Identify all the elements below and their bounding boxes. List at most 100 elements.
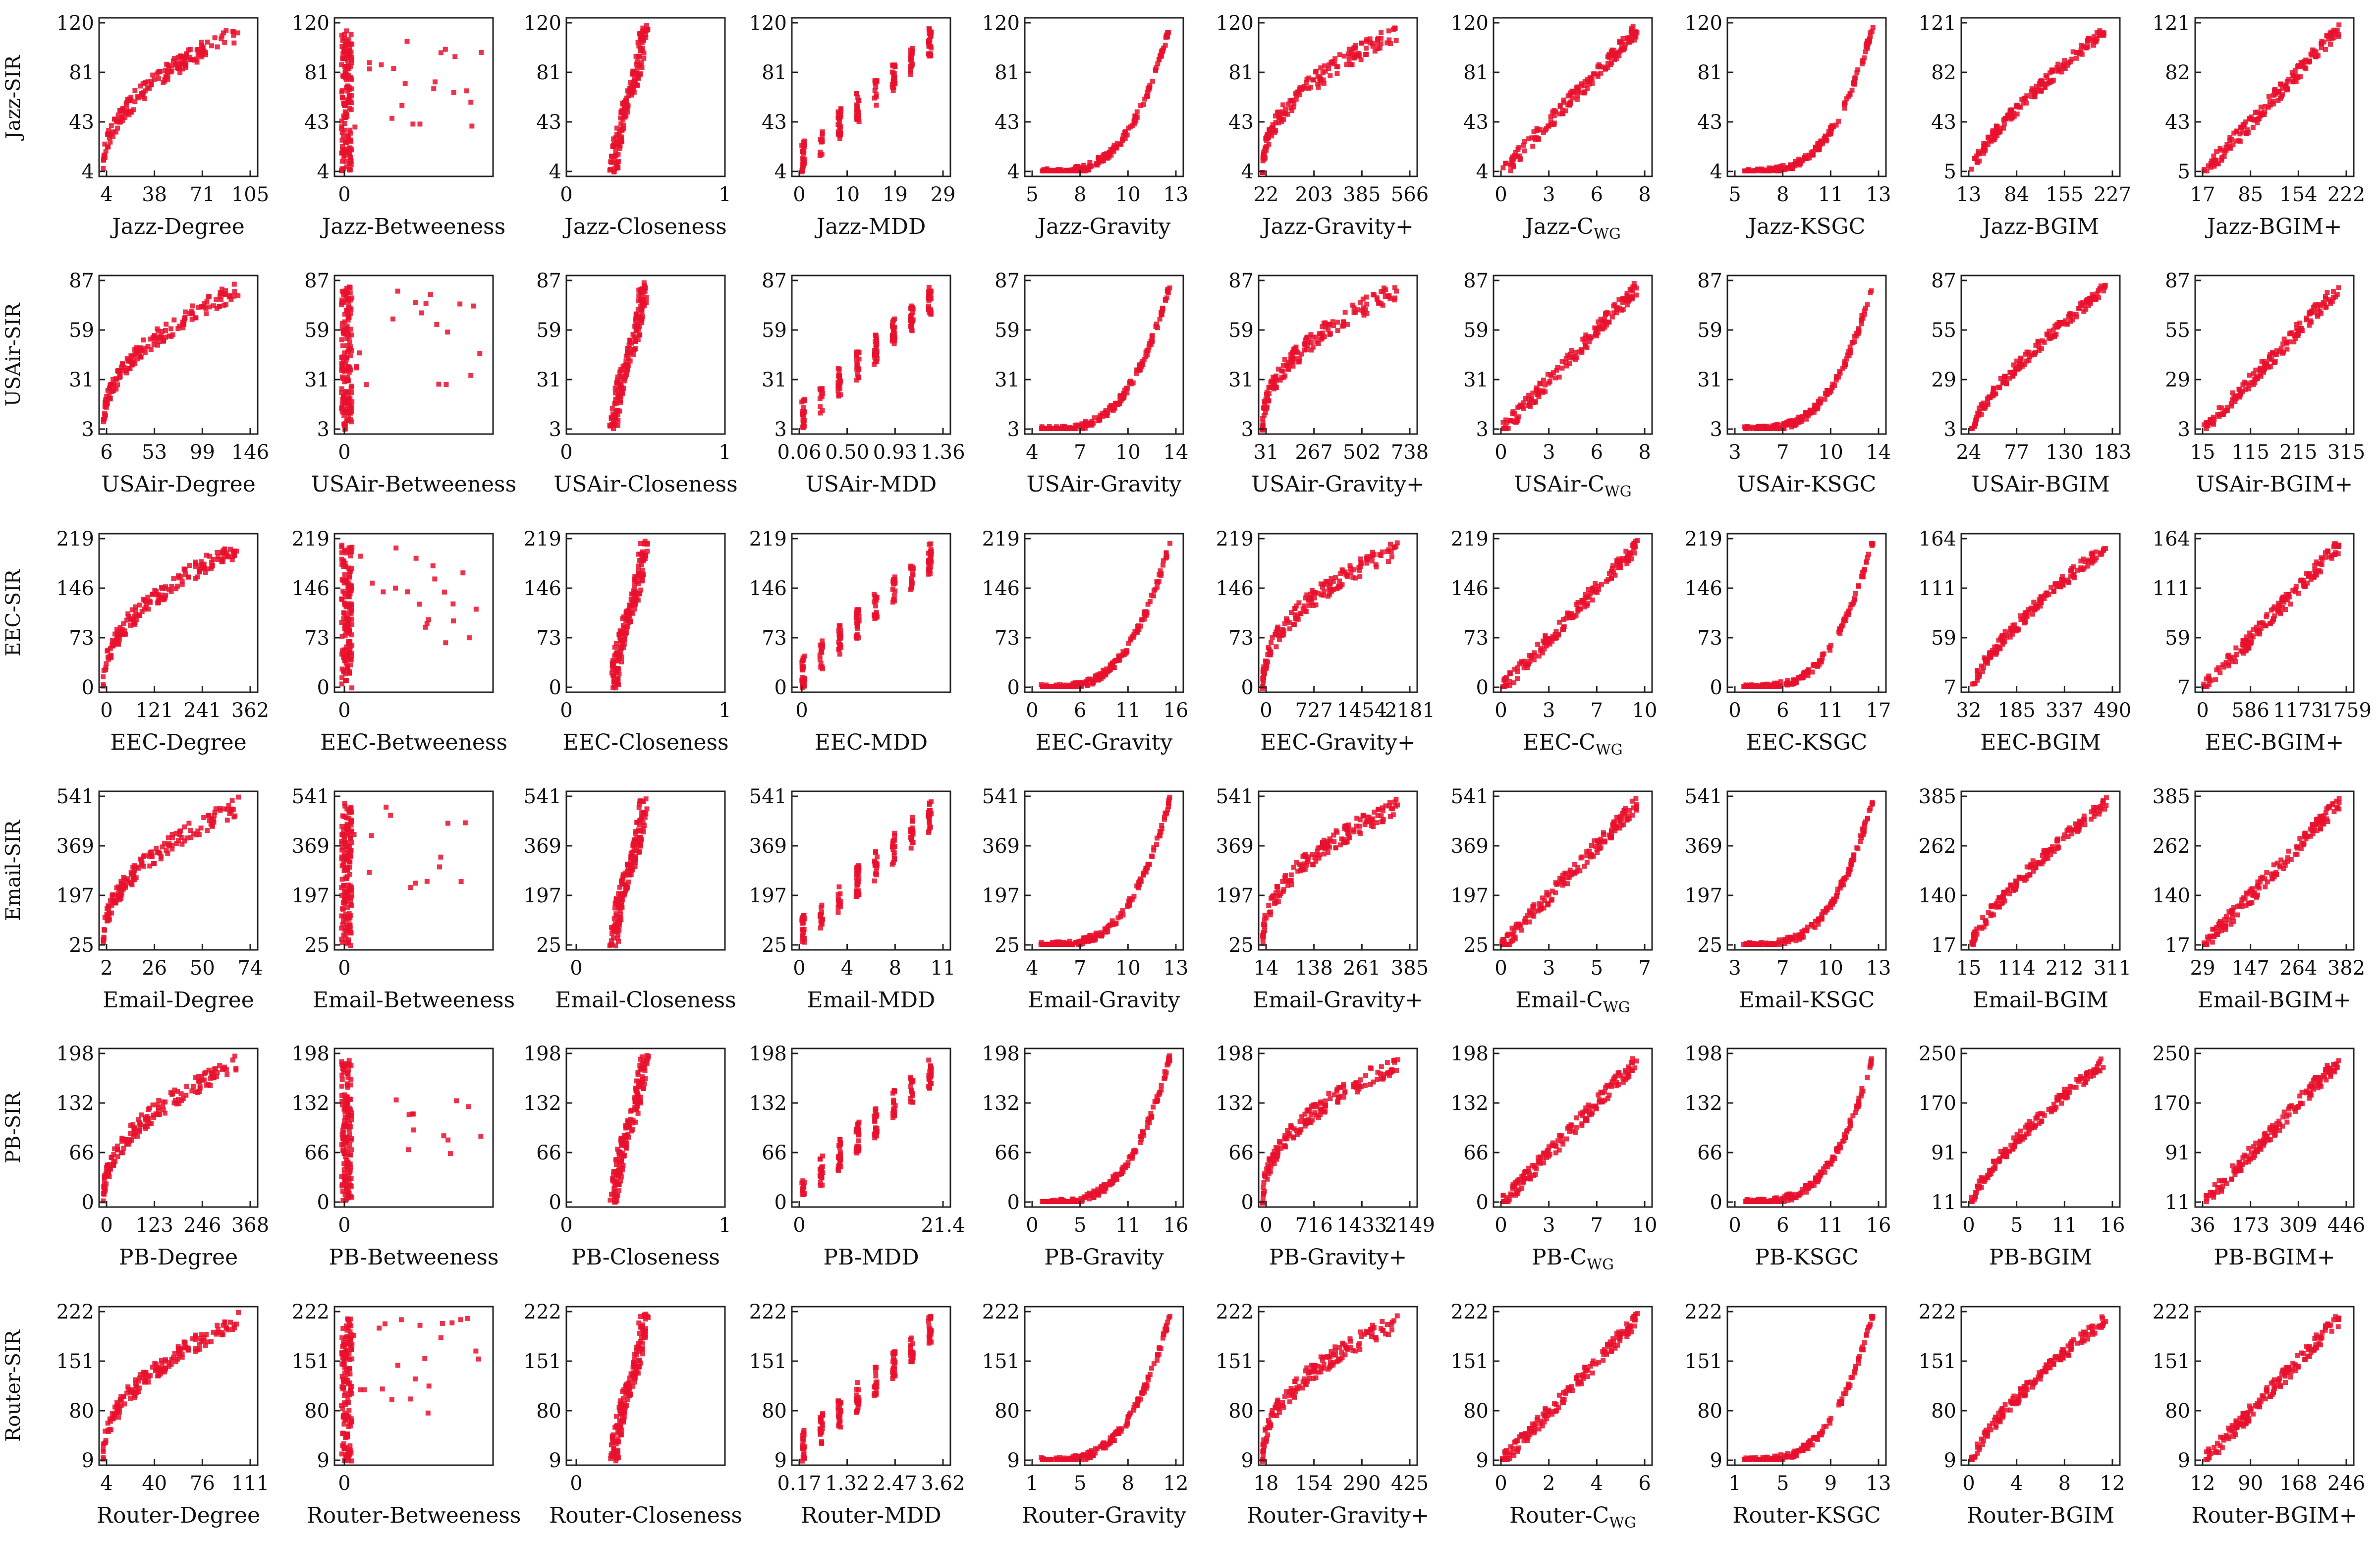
scatter-point [1379, 553, 1384, 558]
scatter-point [1124, 390, 1129, 395]
scatter-point [1370, 553, 1375, 558]
scatter-point [345, 97, 350, 102]
scatter-point [1297, 356, 1302, 361]
scatter-point [118, 625, 123, 630]
scatter-point [624, 372, 629, 377]
scatter-point [117, 637, 122, 642]
scatter-point [1830, 382, 1835, 386]
scatter-point [452, 54, 457, 59]
panel-jazz-mdd: 443811200 10 19 29Jazz-MDD [749, 12, 956, 239]
scatter-point [818, 150, 823, 155]
scatter-point [1133, 115, 1138, 120]
scatter-point [1319, 581, 1324, 586]
ytick-label: 4 [1710, 161, 1722, 183]
scatter-point [613, 390, 618, 395]
scatter-point [1323, 582, 1328, 587]
scatter-point [1273, 644, 1278, 649]
scatter-point [1304, 593, 1309, 598]
scatter-point [892, 325, 897, 330]
ytick-label: 81 [1228, 61, 1254, 84]
scatter-point [1822, 651, 1827, 656]
scatter-point [1575, 93, 1580, 98]
xtick-label: 0 [338, 183, 350, 206]
xtick-label: 8 [1638, 441, 1651, 464]
ytick-label: 43 [1697, 111, 1722, 134]
scatter-point [1780, 423, 1785, 428]
scatter-point [1346, 52, 1351, 56]
ytick-label: 4 [1241, 161, 1254, 183]
scatter-point [2262, 367, 2267, 372]
scatter-point [1359, 561, 1364, 566]
scatter-point [1635, 538, 1640, 543]
ytick-label: 73 [304, 627, 330, 650]
scatter-point [2054, 65, 2059, 70]
scatter-point [357, 350, 362, 355]
scatter-point [1616, 297, 1621, 302]
scatter-point [1842, 106, 1847, 110]
scatter-point [1598, 64, 1603, 69]
scatter-point [1609, 60, 1614, 65]
scatter-point [344, 418, 349, 423]
scatter-point [139, 91, 144, 96]
scatter-point [2259, 374, 2264, 379]
scatter-point [1120, 138, 1125, 143]
scatter-point [1564, 364, 1569, 369]
ytick-label: 82 [2165, 61, 2190, 84]
scatter-point [419, 310, 424, 315]
scatter-point [431, 563, 436, 568]
scatter-point [1165, 35, 1170, 40]
scatter-point [1790, 166, 1795, 171]
scatter-point [1092, 415, 1097, 420]
ytick-label: 87 [1697, 270, 1722, 292]
xtick-label: 0 [1494, 441, 1507, 464]
scatter-point [175, 584, 180, 589]
scatter-point [1314, 339, 1319, 344]
scatter-point [442, 590, 447, 595]
scatter-point [1352, 310, 1357, 315]
scatter-point [1116, 654, 1121, 659]
scatter-point [163, 328, 168, 333]
scatter-point [1561, 617, 1566, 622]
scatter-point [874, 611, 879, 616]
xtick-label: 738 [1391, 441, 1429, 464]
scatter-point [101, 419, 106, 424]
scatter-point [1541, 388, 1546, 393]
scatter-point [2002, 376, 2007, 381]
scatter-point [1157, 579, 1162, 584]
scatter-point [1266, 385, 1271, 390]
scatter-point [892, 589, 897, 594]
scatter-point [801, 664, 806, 669]
scatter-point [1077, 681, 1082, 686]
scatter-point [1614, 307, 1619, 312]
scatter-point [1823, 397, 1827, 402]
scatter-point [143, 599, 148, 604]
panel-frame [99, 275, 258, 434]
scatter-point [617, 385, 622, 390]
scatter-point [2001, 117, 2006, 122]
scatter-point [630, 611, 635, 616]
scatter-point [345, 626, 350, 631]
scatter-point [1394, 38, 1399, 43]
scatter-point [2319, 45, 2324, 50]
scatter-point [345, 58, 350, 63]
scatter-point [1778, 164, 1783, 168]
scatter-point [2262, 112, 2267, 117]
scatter-point [2269, 357, 2274, 362]
scatter-point [133, 605, 138, 609]
scatter-point [2229, 137, 2234, 142]
scatter-point [891, 88, 896, 93]
scatter-point [856, 607, 861, 612]
scatter-point [1546, 381, 1551, 385]
scatter-point [1264, 138, 1269, 143]
scatter-point [911, 566, 916, 571]
scatter-point [223, 28, 228, 33]
scatter-point [1516, 414, 1521, 419]
xtick-label: 5 [1026, 183, 1038, 206]
ytick-label: 82 [1931, 61, 1956, 84]
scatter-point [1094, 162, 1099, 167]
scatter-point [640, 568, 645, 573]
scatter-point [1128, 124, 1133, 129]
xtick-label: 154 [2279, 183, 2317, 206]
scatter-point [1567, 93, 1572, 98]
scatter-point [1603, 67, 1608, 72]
